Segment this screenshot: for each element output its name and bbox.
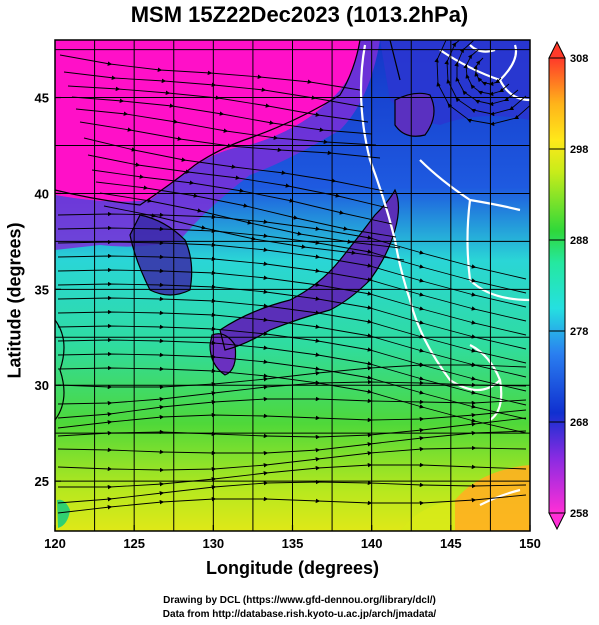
streamline bbox=[57, 479, 527, 504]
x-tick-label: 135 bbox=[282, 536, 304, 551]
colorbar-ticks: 308 298 288 278 268 258 bbox=[549, 53, 588, 520]
streamline bbox=[57, 409, 527, 429]
streamline bbox=[57, 494, 527, 514]
colorbar-tick-label: 278 bbox=[570, 326, 588, 338]
y-tick-label: 40 bbox=[35, 186, 49, 201]
x-tick-label: 120 bbox=[44, 536, 66, 551]
colorbar-tick-label: 268 bbox=[570, 417, 588, 429]
map-plot-area bbox=[55, 40, 530, 531]
map-title: MSM 15Z22Dec2023 (1013.2hPa) bbox=[130, 2, 469, 27]
colorbar-tick-label: 308 bbox=[570, 53, 588, 65]
x-tick-label: 140 bbox=[361, 536, 383, 551]
x-tick-label: 130 bbox=[202, 536, 224, 551]
x-tick-label: 125 bbox=[123, 536, 145, 551]
colorbar-tick-label: 288 bbox=[570, 235, 588, 247]
streamline bbox=[434, 40, 530, 127]
x-tick-label: 145 bbox=[440, 536, 462, 551]
y-axis-ticks: 25 30 35 40 45 bbox=[35, 91, 61, 489]
credit-drawing: Drawing by DCL (https://www.gfd-dennou.o… bbox=[163, 595, 436, 606]
y-tick-label: 35 bbox=[35, 282, 49, 297]
colorbar-tick-label: 258 bbox=[570, 508, 588, 520]
colorbar: 308 298 288 278 268 258 bbox=[548, 40, 588, 531]
japan-hokkaido bbox=[395, 93, 434, 137]
colorbar-min-arrow bbox=[548, 512, 566, 531]
colorbar-max-arrow bbox=[548, 40, 566, 59]
x-axis-ticks: 120 125 130 135 140 145 150 bbox=[44, 525, 541, 551]
y-tick-label: 25 bbox=[35, 474, 49, 489]
y-axis-label: Latitude (degrees) bbox=[4, 222, 25, 379]
x-axis-label: Longitude (degrees) bbox=[205, 558, 379, 578]
y-tick-label: 45 bbox=[35, 91, 49, 106]
credit-data: Data from http://database.rish.kyoto-u.a… bbox=[162, 609, 437, 620]
taiwan bbox=[57, 499, 70, 528]
wind-streamlines bbox=[57, 40, 530, 514]
x-tick-label: 150 bbox=[519, 536, 541, 551]
colorbar-tick-label: 298 bbox=[570, 144, 588, 156]
y-tick-label: 30 bbox=[35, 378, 49, 393]
streamline bbox=[57, 396, 527, 419]
